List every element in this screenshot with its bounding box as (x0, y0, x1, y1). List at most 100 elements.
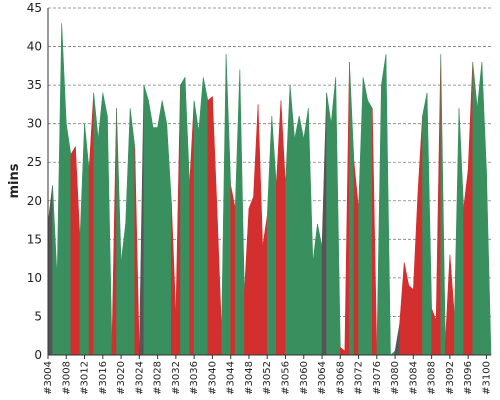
y-tick-label: 35 (27, 78, 42, 92)
build-area-segment (166, 123, 172, 356)
build-area-segment (385, 54, 391, 356)
build-area-segment (111, 108, 117, 356)
build-area-segment (175, 85, 181, 356)
y-tick-label: 20 (27, 194, 42, 208)
build-area-segment (116, 108, 122, 356)
build-area-segment (180, 76, 186, 356)
build-area-segment (198, 77, 204, 356)
x-tick-label: #3068 (335, 361, 346, 395)
build-area-segment (93, 92, 99, 356)
build-area-segment (134, 146, 140, 356)
build-area-segment (381, 54, 387, 356)
build-area-segment (486, 169, 492, 356)
build-area-segment (125, 108, 131, 356)
x-tick-label: #3028 (153, 361, 164, 395)
build-area-segment (107, 115, 113, 356)
build-area-segment (61, 23, 67, 356)
build-area-segment (56, 23, 63, 356)
y-tick-label: 30 (27, 117, 42, 131)
build-area-segment (312, 223, 318, 356)
x-tick-label: #3084 (408, 361, 419, 395)
build-area-segment (216, 208, 222, 356)
build-area-segment (435, 54, 442, 356)
build-area-segment (102, 92, 108, 356)
build-area-segment (303, 108, 309, 356)
build-area-segment (193, 100, 200, 356)
build-area-segment (202, 77, 209, 356)
build-area-segment (417, 115, 423, 356)
build-area-segment (330, 77, 337, 356)
build-area-segment (308, 108, 314, 356)
y-tick-label: 0 (34, 348, 42, 362)
build-area-segment (440, 54, 446, 356)
x-tick-label: #3016 (98, 361, 109, 395)
x-tick-label: #3008 (61, 361, 72, 395)
build-area-segment (472, 61, 478, 356)
build-area-segment (189, 100, 195, 356)
build-area-segment (262, 216, 268, 356)
build-area-segment (335, 77, 341, 356)
y-tick-label: 45 (27, 1, 42, 15)
build-area-segment (129, 108, 136, 356)
build-area-segment (52, 185, 58, 356)
build-area-segment (371, 108, 378, 356)
build-area-segment (349, 61, 355, 356)
x-tick-label: #3048 (244, 361, 255, 395)
y-tick-label: 10 (27, 271, 42, 285)
build-area-segment (294, 115, 300, 356)
x-tick-label: #3060 (299, 361, 310, 395)
build-area-segment (445, 254, 451, 356)
build-area-segment (184, 77, 190, 356)
build-area-segment (426, 92, 432, 356)
build-area-segment (234, 69, 241, 356)
y-tick-label: 25 (27, 155, 42, 169)
build-area-segment (212, 96, 218, 356)
build-area-segment (298, 115, 305, 356)
build-area-segment (289, 85, 295, 356)
build-area-segment (317, 223, 323, 356)
x-tick-label: #3076 (372, 361, 383, 395)
build-area-segment (476, 61, 483, 356)
x-tick-label: #3032 (171, 361, 182, 395)
x-tick-label: #3052 (262, 361, 273, 395)
build-area-segment (280, 100, 286, 356)
x-tick-label: #3064 (317, 361, 328, 395)
x-tick-label: #3092 (445, 361, 456, 395)
build-area-segment (276, 100, 282, 356)
build-area-segment (143, 85, 149, 356)
build-area-segment (120, 223, 126, 356)
build-area-segment (463, 169, 469, 356)
build-area-segment (239, 69, 245, 356)
build-area-segment (248, 196, 254, 356)
x-tick-label: #3004 (43, 361, 54, 395)
x-tick-label: #3012 (80, 361, 91, 395)
build-area-segment (408, 284, 414, 356)
x-tick-label: #3040 (207, 361, 218, 395)
build-area-segment (362, 77, 368, 356)
x-tick-label: #3044 (226, 361, 237, 395)
x-tick-label: #3024 (134, 361, 145, 395)
y-tick-label: 5 (34, 309, 42, 323)
build-area-segment (257, 104, 263, 356)
x-tick-label: #3036 (189, 361, 200, 395)
build-area-segment (422, 92, 428, 356)
x-tick-label: #3088 (427, 361, 438, 395)
build-area-segment (161, 100, 168, 356)
x-tick-label: #3056 (280, 361, 291, 395)
build-area-segment (139, 85, 145, 356)
x-tick-label: #3100 (481, 361, 492, 395)
build-area-segment (221, 54, 227, 356)
build-area-segment (244, 208, 250, 356)
build-area-segment (271, 115, 277, 356)
build-area-segment (389, 350, 396, 356)
build-area-segment (321, 92, 327, 356)
build-area-segment (339, 346, 346, 356)
build-area-segment (449, 254, 455, 356)
build-area-segment (431, 308, 437, 356)
build-area-segment (399, 262, 405, 356)
build-area-segment (253, 104, 259, 356)
build-area-segment (403, 262, 410, 356)
x-tick-label: #3080 (390, 361, 401, 395)
y-axis-label: mins (7, 163, 22, 198)
